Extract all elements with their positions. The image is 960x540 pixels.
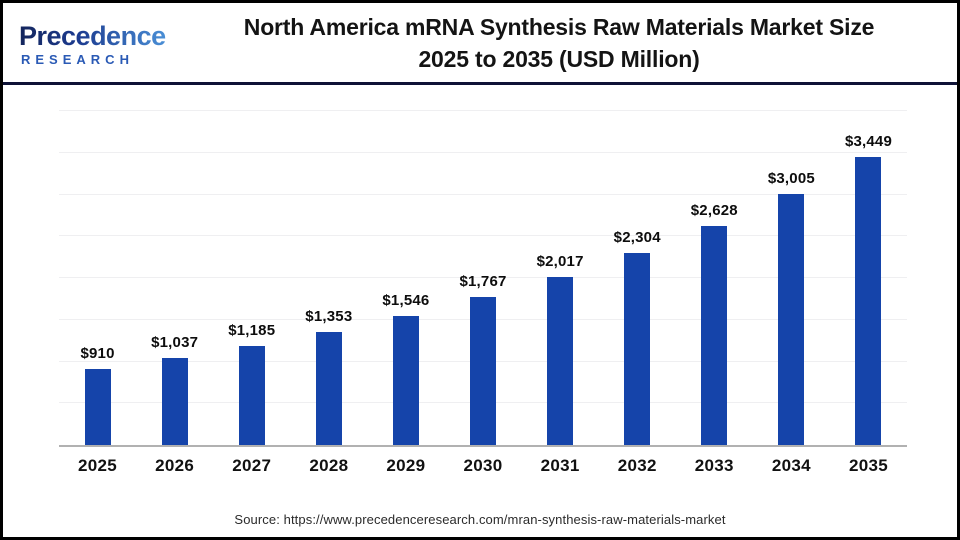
precedence-logo: Precedence RESEARCH [19, 19, 171, 67]
bar-value-label-2027: $1,185 [228, 322, 276, 340]
bar-value-label-2033: $2,628 [690, 201, 738, 219]
x-tick-label-2028: 2028 [309, 456, 349, 475]
gridline-2000 [59, 277, 907, 278]
x-tick-label-2025: 2025 [78, 456, 118, 475]
bar-slot-2030: $1,767 [444, 111, 521, 445]
bar-2028 [315, 332, 342, 445]
chart-title-line-2: 2025 to 2035 (USD Million) [418, 45, 700, 72]
bar-2027 [238, 346, 265, 445]
chart-title: North America mRNA Synthesis Raw Materia… [171, 11, 957, 75]
bar-slot-2031: $2,017 [522, 111, 599, 445]
x-tick-label-2033: 2033 [694, 456, 734, 475]
bar-slot-2029: $1,546 [367, 111, 444, 445]
bar-2026 [161, 358, 188, 445]
x-tick-label-2027: 2027 [232, 456, 272, 475]
footer: Source: https://www.precedenceresearch.c… [3, 512, 957, 527]
bar-2033 [701, 225, 728, 445]
bar-slot-2025: $910 [59, 111, 136, 445]
bar-value-label-2032: $2,304 [613, 228, 661, 246]
bar-slot-2028: $1,353 [290, 111, 367, 445]
bar-2025 [84, 369, 111, 445]
bar-value-label-2029: $1,546 [382, 291, 430, 309]
x-tick-label-2031: 2031 [540, 456, 580, 475]
logo-subtitle: RESEARCH [21, 52, 134, 67]
x-tick-label-2035: 2035 [848, 456, 888, 475]
logo-title: Precedence [19, 21, 166, 51]
bar-value-label-2034: $3,005 [767, 170, 815, 188]
bar-slot-2035: $3,449 [830, 111, 907, 445]
chart-title-line-1: North America mRNA Synthesis Raw Materia… [243, 13, 875, 40]
gridline-3500 [59, 151, 907, 153]
bar-slot-2033: $2,628 [676, 111, 753, 445]
bar-slot-2032: $2,304 [599, 111, 676, 445]
x-tick-label-2030: 2030 [463, 456, 503, 475]
bar-2030 [470, 297, 497, 445]
header-divider [3, 82, 957, 85]
bar-2031 [547, 276, 574, 445]
x-axis-labels: 2025 2026 2027 2028 2029 2030 2031 2032 2033 2034… [59, 447, 907, 476]
bar-value-label-2025: $910 [80, 345, 115, 363]
bar-value-label-2028: $1,353 [305, 308, 353, 326]
bar-2029 [392, 315, 419, 445]
bar-value-label-2030: $1,767 [459, 273, 507, 291]
chart-section: $910 $1,037 $1,185 $1,353 $1,546 $1,767 $2,017… [3, 85, 957, 445]
bar-slot-2027: $1,185 [213, 111, 290, 445]
bar-2034 [778, 194, 805, 445]
header: Precedence RESEARCH North America mRNA S… [3, 3, 957, 82]
plot-area: $910 $1,037 $1,185 $1,353 $1,546 $1,767 $2,017… [59, 110, 907, 445]
x-tick-label-2026: 2026 [155, 456, 195, 475]
bar-value-label-2026: $1,037 [151, 334, 199, 352]
bars-row: $910 $1,037 $1,185 $1,353 $1,546 $1,767 $2,017… [59, 111, 907, 445]
logo-wordmark: Precedence [19, 23, 166, 50]
bar-2032 [624, 252, 651, 445]
bar-2035 [855, 157, 882, 445]
gridline-3000 [59, 193, 907, 195]
gridline-4000 [59, 110, 907, 111]
source-line: Source: https://www.precedenceresearch.c… [234, 512, 726, 527]
bar-value-label-2035: $3,449 [844, 133, 893, 151]
x-tick-label-2029: 2029 [386, 456, 426, 475]
bar-slot-2034: $3,005 [753, 111, 830, 445]
x-axis-line [59, 445, 907, 447]
bar-slot-2026: $1,037 [136, 111, 213, 445]
gridline-2500 [59, 235, 907, 237]
bar-value-label-2031: $2,017 [536, 252, 584, 270]
x-tick-label-2032: 2032 [617, 456, 657, 475]
x-tick-label-2034: 2034 [771, 456, 811, 475]
